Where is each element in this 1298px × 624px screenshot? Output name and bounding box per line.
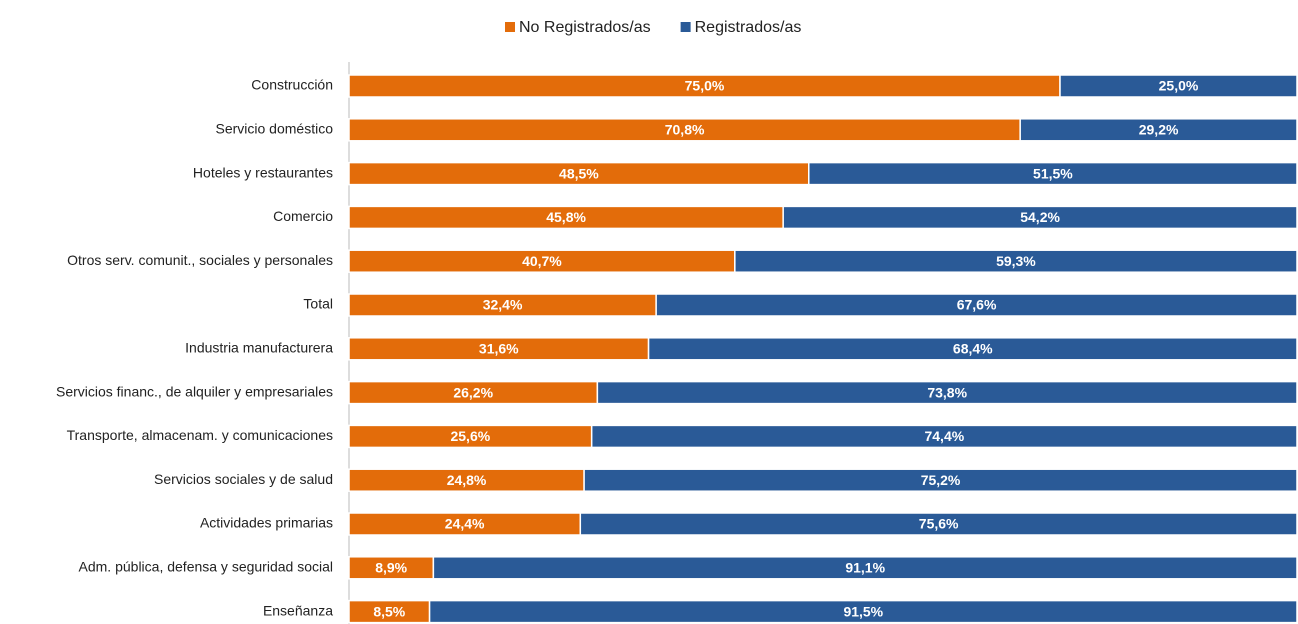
data-label: 91,5% [843,603,883,619]
bar-segment [647,337,1298,361]
bar-segment [808,161,1298,186]
data-label: 68,4% [953,341,993,357]
y-tick-label: Comercio [273,208,333,224]
bar-segment [428,599,1298,624]
data-label: 32,4% [483,297,523,313]
bar-segment [579,512,1298,536]
data-label: 54,2% [1020,209,1060,225]
y-tick-label: Enseñanza [263,602,333,618]
y-tick-label: Hoteles y restaurantes [193,164,333,180]
bar-segment [432,556,1298,580]
bar-segment [782,205,1298,230]
data-label: 25,6% [450,428,490,444]
data-label: 59,3% [996,253,1036,269]
bar-segment [655,293,1298,317]
data-label: 8,9% [375,560,407,576]
bar-segment [1059,74,1298,98]
bar-segment [590,424,1298,449]
bar-segment [1019,118,1298,142]
y-tick-label: Industria manufacturera [185,340,333,356]
data-label: 24,8% [447,472,487,488]
data-label: 31,6% [479,341,519,357]
data-label: 67,6% [957,297,997,313]
bar-segment [734,249,1298,273]
y-tick-label: Transporte, almacenam. y comunicaciones [67,427,333,443]
data-label: 74,4% [924,428,964,444]
data-label: 8,5% [373,603,405,619]
data-label: 48,5% [559,165,599,181]
bar-segment [596,380,1298,405]
data-label: 70,8% [665,122,705,138]
data-label: 29,2% [1139,122,1179,138]
y-tick-label: Servicios sociales y de salud [154,471,333,487]
data-label: 91,1% [845,560,885,576]
data-label: 25,0% [1159,78,1199,94]
data-label: 75,6% [919,516,959,532]
data-label: 40,7% [522,253,562,269]
data-label: 75,0% [685,78,725,94]
data-label: 24,4% [445,516,485,532]
bar-segment [583,468,1298,492]
y-tick-label: Total [303,296,333,312]
y-tick-label: Construcción [251,77,333,93]
data-label: 26,2% [453,384,493,400]
y-tick-label: Servicios financ., de alquiler y empresa… [56,383,333,399]
data-label: 75,2% [921,472,961,488]
y-tick-label: Servicio doméstico [216,121,334,137]
data-label: 73,8% [927,384,967,400]
legend-label: Registrados/as [695,19,802,36]
legend-label: No Registrados/as [519,19,651,36]
data-label: 45,8% [546,209,586,225]
data-label: 51,5% [1033,165,1073,181]
y-tick-label: Actividades primarias [200,515,333,531]
y-tick-label: Adm. pública, defensa y seguridad social [79,559,333,575]
y-tick-label: Otros serv. comunit., sociales y persona… [67,252,333,268]
legend-swatch [680,22,691,32]
legend-swatch [505,22,515,32]
